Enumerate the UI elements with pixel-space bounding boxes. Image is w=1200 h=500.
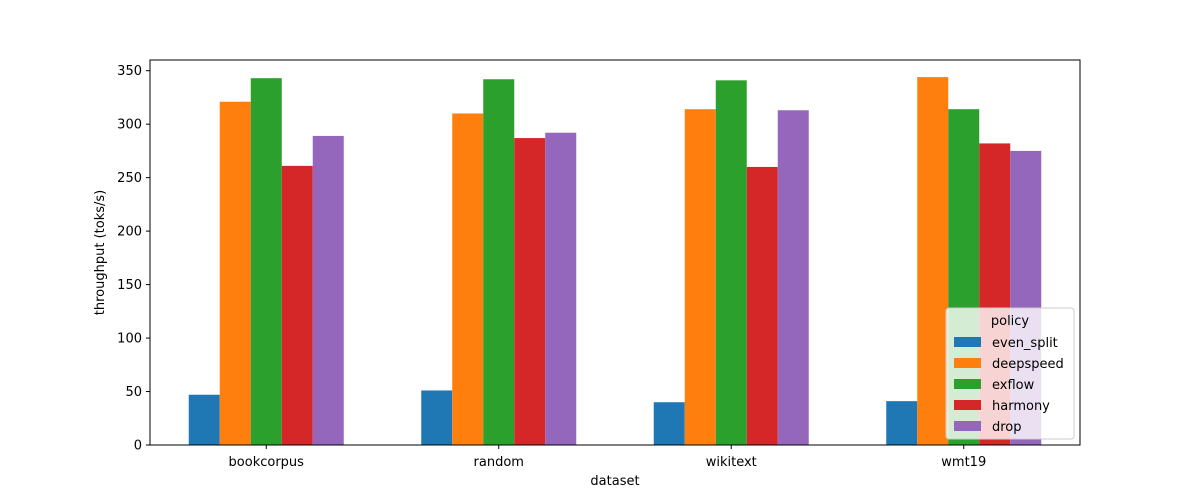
bar-drop-wikitext <box>777 110 809 445</box>
bar-even_split-bookcorpus <box>188 394 220 445</box>
legend-swatch-exflow <box>954 379 981 389</box>
legend-swatch-drop <box>954 421 981 431</box>
y-tick-label: 150 <box>117 278 142 293</box>
bar-exflow-random <box>483 79 515 445</box>
y-axis-label: throughput (toks/s) <box>93 190 108 315</box>
bar-deepspeed-bookcorpus <box>219 101 251 445</box>
legend-label-drop: drop <box>992 420 1022 435</box>
bars-group <box>188 77 1042 446</box>
bar-even_split-wikitext <box>653 402 685 445</box>
y-tick-label: 200 <box>117 225 142 240</box>
bar-deepspeed-wmt19 <box>917 77 949 445</box>
bar-harmony-random <box>514 138 546 445</box>
bar-drop-bookcorpus <box>312 135 344 446</box>
legend-swatch-deepspeed <box>954 358 981 368</box>
legend-label-deepspeed: deepspeed <box>992 357 1064 372</box>
bar-deepspeed-random <box>452 113 484 445</box>
axes-group: 0 50 100 150 200 250 300 350 bookcorpus random wik… <box>117 59 1081 470</box>
y-tick-label: 0 <box>134 439 142 454</box>
legend-label-harmony: harmony <box>992 399 1050 414</box>
plot-frame <box>149 59 1081 446</box>
bar-deepspeed-wikitext <box>684 109 716 445</box>
x-tick-label-random: random <box>474 455 524 470</box>
y-tick-label: 300 <box>117 118 142 133</box>
x-axis-label: dataset <box>590 474 639 489</box>
x-tick-label-wikitext: wikitext <box>706 455 757 470</box>
x-tick-label-wmt19: wmt19 <box>941 455 986 470</box>
legend-swatch-even_split <box>954 337 981 347</box>
legend-title: policy <box>991 314 1030 329</box>
legend-swatch-harmony <box>954 400 981 410</box>
legend: policy even_split deepspeed exflow harmony dr… <box>945 307 1075 440</box>
bar-drop-random <box>545 132 577 445</box>
y-tick-label: 50 <box>125 385 142 400</box>
bar-exflow-wikitext <box>715 80 747 445</box>
bar-harmony-wikitext <box>746 166 778 445</box>
bar-exflow-bookcorpus <box>250 78 282 446</box>
y-tick-label: 250 <box>117 171 142 186</box>
bar-harmony-bookcorpus <box>281 165 313 445</box>
legend-label-even_split: even_split <box>992 336 1058 351</box>
x-tick-label-bookcorpus: bookcorpus <box>229 455 305 470</box>
legend-label-exflow: exflow <box>992 378 1035 393</box>
y-tick-label: 100 <box>117 332 142 347</box>
y-tick-label: 350 <box>117 64 142 79</box>
bar-even_split-wmt19 <box>886 401 918 445</box>
bar-even_split-random <box>421 390 453 445</box>
